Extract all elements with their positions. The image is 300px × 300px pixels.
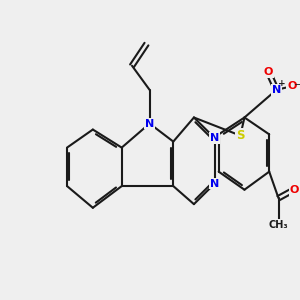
Text: O: O: [289, 185, 299, 195]
Text: CH₃: CH₃: [269, 220, 288, 230]
Text: N: N: [272, 85, 281, 95]
Text: N: N: [210, 179, 219, 189]
Text: N: N: [210, 133, 219, 143]
Text: +: +: [278, 79, 286, 88]
Text: O: O: [263, 67, 273, 77]
Text: −: −: [294, 80, 300, 90]
Text: O: O: [287, 81, 297, 91]
Text: S: S: [236, 129, 244, 142]
Text: N: N: [145, 118, 154, 128]
